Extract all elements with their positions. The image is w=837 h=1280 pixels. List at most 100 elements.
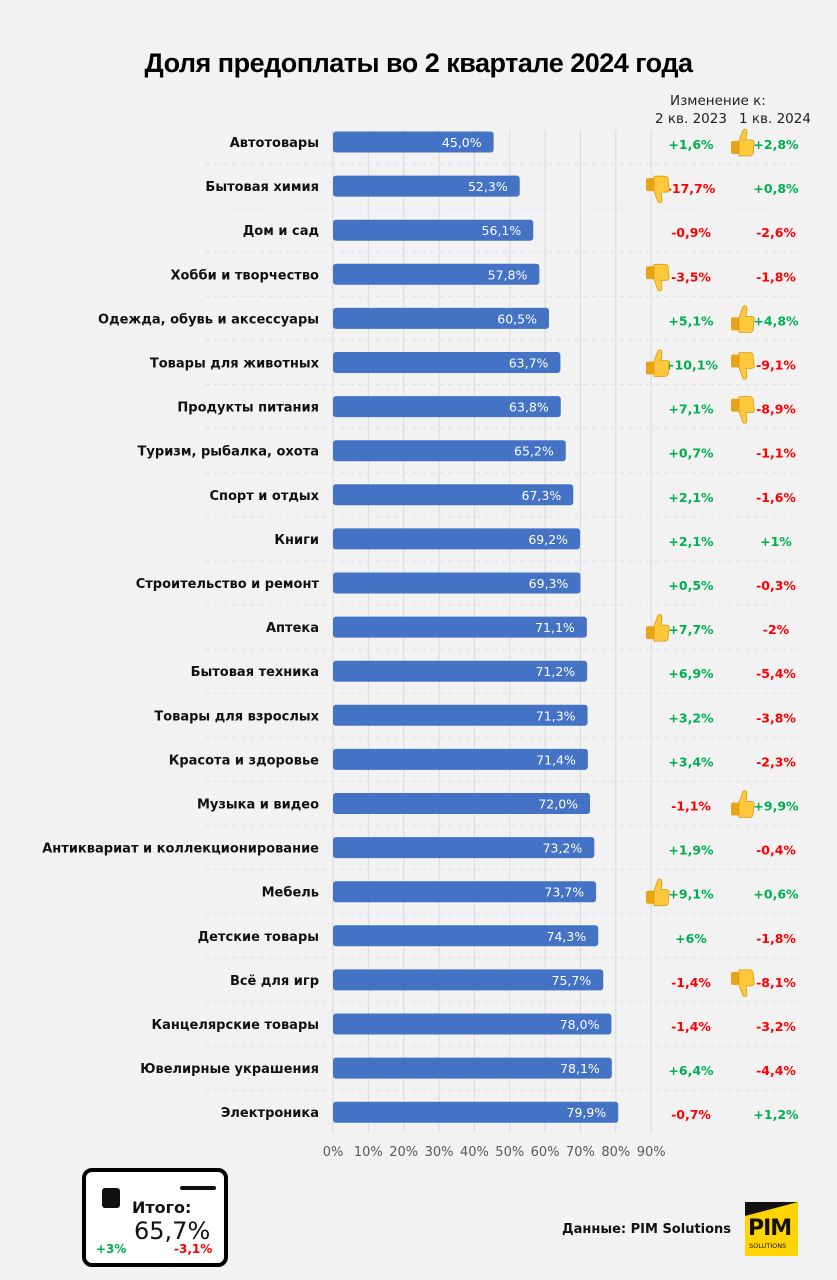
x-tick-label: 20% (389, 1145, 418, 1160)
change-q1-2024: -4,4% (756, 1063, 796, 1078)
category-label: Книги (274, 533, 319, 548)
data-source: Данные: PIM Solutions (562, 1222, 732, 1237)
category-label: Бытовая техника (191, 665, 319, 680)
thumbs-down-icon (646, 263, 670, 292)
change-q2-2023: +0,5% (668, 578, 714, 593)
change-q2-2023: +7,7% (668, 622, 714, 637)
category-label: Одежда, обувь и аксессуары (98, 312, 319, 327)
change-column-q1-2024: 1 кв. 2024 (739, 111, 811, 127)
change-q1-2024: +2,8% (753, 137, 799, 152)
thumbs-up-icon (731, 128, 755, 157)
logo-sub-text: SOLUTIONS (749, 1242, 787, 1250)
category-label: Музыка и видео (197, 798, 319, 813)
category-label: Продукты питания (177, 401, 319, 416)
change-q1-2024: -1,8% (756, 931, 796, 946)
change-q1-2024: -0,3% (756, 578, 796, 593)
bar-value-label: 52,3% (468, 179, 508, 194)
bar-value-label: 67,3% (522, 488, 562, 503)
change-q2-2023: +3,4% (668, 754, 714, 769)
bar-value-label: 63,8% (509, 400, 549, 415)
thumbs-up-icon (731, 305, 755, 333)
total-card: Итого: 65,7% +3% -3,1% (82, 1168, 228, 1267)
bar (333, 1057, 612, 1079)
bar (333, 704, 588, 726)
bar-value-label: 72,0% (538, 797, 578, 812)
bar (333, 528, 581, 550)
change-column-q2-2023: 2 кв. 2023 (655, 111, 727, 127)
x-tick-label: 40% (460, 1145, 489, 1160)
change-q1-2024: -3,8% (756, 710, 796, 725)
bar (333, 793, 591, 814)
bar-value-label: 75,7% (552, 973, 592, 988)
change-q1-2024: +4,8% (753, 313, 799, 328)
change-q1-2024: -2,3% (756, 754, 796, 769)
change-q1-2024: -1,6% (756, 490, 796, 505)
bar (333, 131, 494, 153)
category-label: Товары для животных (150, 357, 320, 372)
bar (333, 748, 588, 770)
x-tick-label: 70% (566, 1145, 595, 1160)
change-q2-2023: +0,7% (668, 446, 714, 461)
logo-main-text: PIM (748, 1216, 792, 1241)
category-label: Бытовая химия (205, 180, 319, 195)
change-q1-2024: -5,4% (756, 666, 796, 681)
thumbs-down-icon (731, 352, 755, 380)
category-label: Дом и сад (243, 224, 319, 239)
bar (333, 925, 599, 947)
category-label: Хобби и творчество (170, 268, 319, 283)
change-q2-2023: +5,1% (668, 313, 714, 328)
category-label: Электроника (221, 1106, 319, 1121)
change-q1-2024: +1,2% (753, 1107, 799, 1122)
x-tick-label: 30% (425, 1145, 454, 1160)
category-label: Детские товары (198, 930, 319, 945)
bar-value-label: 71,3% (536, 708, 576, 723)
logo-triangle (745, 1202, 798, 1216)
bar-value-label: 74,3% (547, 929, 587, 944)
category-label: Мебель (262, 886, 319, 901)
change-q1-2024: -0,4% (756, 843, 796, 858)
bar (333, 440, 566, 462)
x-tick-label: 90% (637, 1145, 666, 1160)
change-q2-2023: +7,1% (668, 402, 714, 417)
bar-value-label: 69,3% (529, 576, 569, 591)
change-q2-2023: +6,9% (668, 666, 714, 681)
thumbs-up-icon (646, 614, 670, 642)
thumbs-down-icon (731, 969, 755, 997)
bar (333, 219, 534, 241)
change-q2-2023: +2,1% (668, 490, 714, 505)
bar-value-label: 71,4% (536, 752, 576, 767)
change-q2-2023: +2,1% (668, 534, 714, 549)
bar (333, 660, 588, 682)
bar-value-label: 63,7% (509, 356, 549, 371)
total-change-q2-2023: +3% (96, 1242, 127, 1256)
thumbs-up-icon (646, 878, 670, 907)
change-q1-2024: -8,1% (756, 975, 796, 990)
change-q1-2024: -3,2% (756, 1019, 796, 1034)
change-q1-2024: +0,8% (753, 181, 799, 196)
change-q1-2024: -8,9% (756, 402, 796, 417)
change-q1-2024: +1% (760, 534, 792, 549)
change-q1-2024: -1,1% (756, 446, 796, 461)
change-q2-2023: +9,1% (668, 887, 714, 902)
bar-value-label: 56,1% (482, 223, 522, 238)
change-q2-2023: -1,1% (671, 799, 711, 814)
bar (333, 572, 581, 594)
thumbs-up-icon (731, 790, 755, 818)
category-label: Спорт и отдых (209, 489, 319, 504)
bar-value-label: 78,0% (560, 1017, 600, 1032)
change-q2-2023: +6% (675, 931, 707, 946)
change-q2-2023: +6,4% (668, 1063, 714, 1078)
bar-value-label: 73,2% (543, 841, 583, 856)
bar (333, 307, 549, 329)
category-label: Всё для игр (230, 974, 319, 989)
bar (333, 837, 595, 859)
pim-solutions-logo: PIM SOLUTIONS (745, 1202, 798, 1256)
total-label: Итого: (132, 1198, 192, 1217)
category-label: Антиквариат и коллекционирование (42, 842, 319, 857)
change-q2-2023: +1,9% (668, 843, 714, 858)
change-q2-2023: +3,2% (668, 710, 714, 725)
bar (333, 484, 574, 506)
change-q2-2023: +10,1% (664, 358, 718, 373)
change-q1-2024: -9,1% (756, 358, 796, 373)
bar-value-label: 60,5% (497, 311, 537, 326)
